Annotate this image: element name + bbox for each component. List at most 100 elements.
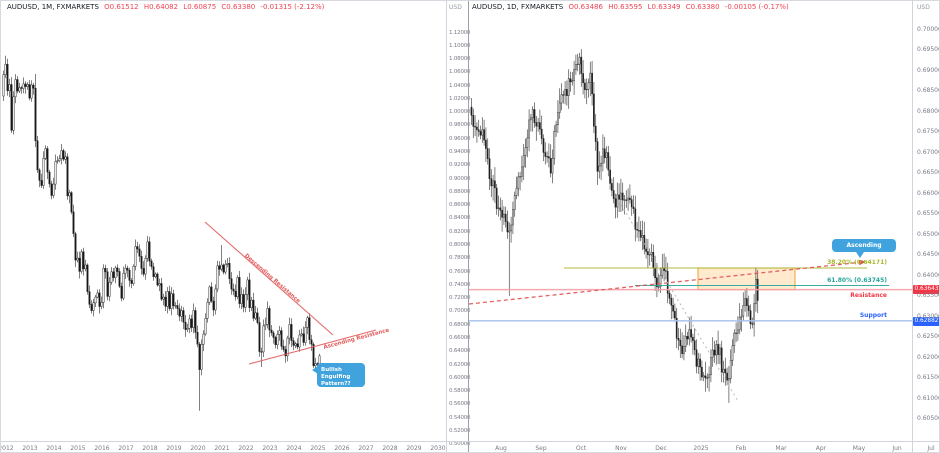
bullish-engulfing-callout[interactable]: Bullish Engulfing Pattern?? (312, 363, 365, 387)
price-tick: 0.64500 (917, 251, 940, 258)
time-tick: Mar (775, 445, 787, 452)
time-tick: 2017 (118, 445, 134, 452)
callout-text: Ascending Resistance (845, 242, 883, 262)
price-tick: 0.64000 (449, 348, 471, 355)
price-tick: 1.06000 (449, 69, 471, 76)
time-tick: 2023 (262, 445, 278, 452)
support-label: Support (859, 312, 887, 319)
time-tick: Aug (495, 445, 507, 452)
price-tick: 1.02000 (449, 95, 471, 102)
support-price-badge: 0.62882 (913, 316, 939, 326)
price-tick: 0.76000 (449, 268, 471, 275)
price-tick: 0.86000 (449, 202, 471, 209)
price-tick: 0.56000 (449, 401, 471, 408)
time-tick: 2027 (358, 445, 374, 452)
time-tick: Apr (815, 445, 827, 452)
price-tick: 0.96000 (449, 135, 471, 142)
price-tick: 0.88000 (449, 188, 471, 195)
time-tick: 2030 (430, 445, 446, 452)
price-tick: 0.52000 (449, 427, 471, 434)
close-value: C0.63380 (685, 3, 720, 11)
time-tick: 2022 (238, 445, 254, 452)
price-tick: 0.72000 (449, 295, 471, 302)
time-tick: 2019 (166, 445, 182, 452)
price-tick: 0.62500 (917, 333, 940, 340)
price-tick: 0.62000 (449, 361, 471, 368)
time-tick: 2020 (190, 445, 206, 452)
fib-382-label: 38.20% (0.64171) (827, 259, 887, 266)
price-tick: 0.63500 (917, 292, 940, 299)
open-value: O0.61512 (104, 3, 139, 11)
price-tick: 0.54000 (449, 414, 471, 421)
time-tick: Nov (615, 445, 627, 452)
change-value: -0.01315 (-2.12%) (260, 3, 325, 11)
price-tick: 0.70000 (917, 25, 940, 33)
price-axis-divider-right (912, 1, 913, 452)
price-tick: 0.50000 (449, 441, 471, 448)
daily-chart-legend[interactable]: AUDUSD, 1D, FXMARKETS O0.63486 H0.63595 … (472, 3, 789, 12)
price-tick: 0.63000 (917, 312, 940, 320)
high-value: H0.64082 (143, 3, 179, 11)
change-value: -0.00105 (-0.17%) (724, 3, 789, 11)
price-tick: 0.67000 (917, 148, 940, 156)
time-axis-divider (1, 441, 939, 442)
time-tick: 2025 (310, 445, 326, 452)
callout-pointer (856, 252, 864, 258)
time-tick: 2014 (46, 445, 62, 452)
time-tick: Oct (575, 445, 587, 452)
panel-separator[interactable] (468, 1, 469, 452)
price-tick: 0.61500 (917, 374, 940, 381)
time-tick: 2012 (1, 445, 14, 452)
price-tick: 0.69000 (917, 66, 940, 74)
callout-pointer (312, 366, 318, 374)
daily-chart-canvas[interactable] (1, 1, 940, 442)
price-tick: 0.78000 (449, 255, 471, 262)
open-value: O0.63486 (568, 3, 603, 11)
time-tick: 2029 (406, 445, 422, 452)
price-tick: 0.60000 (449, 374, 471, 381)
time-tick: 2028 (382, 445, 398, 452)
price-tick: 0.66500 (917, 169, 940, 176)
price-tick: 0.65000 (917, 230, 940, 238)
time-tick: Dec (655, 445, 667, 452)
price-tick: 0.98000 (449, 122, 471, 129)
time-tick: 2018 (142, 445, 158, 452)
price-tick: 0.70000 (449, 308, 471, 315)
resistance-price-badge: 0.63643 (913, 285, 939, 294)
price-tick: 0.90000 (449, 175, 471, 182)
time-tick: 2021 (214, 445, 230, 452)
callout-text-line2: Pattern?? (321, 381, 351, 387)
price-tick: 0.64000 (917, 271, 940, 279)
close-value: C0.63380 (221, 3, 256, 11)
ascending-resistance-callout[interactable]: Ascending Resistance (832, 239, 896, 262)
time-tick: 2015 (70, 445, 86, 452)
time-tick: Jun (892, 445, 902, 452)
price-tick: 0.92000 (449, 162, 471, 169)
time-tick: 2024 (286, 445, 302, 452)
price-tick: 0.68500 (917, 87, 940, 94)
high-value: H0.63595 (608, 3, 643, 11)
time-tick: Jul (927, 445, 935, 452)
time-tick: 2016 (94, 445, 110, 452)
monthly-chart-legend[interactable]: AUDUSD, 1M, FXMARKETS O0.61512 H0.64082 … (7, 3, 324, 12)
price-tick: 0.68000 (449, 321, 471, 328)
price-tick: 0.94000 (449, 149, 471, 156)
price-tick: 1.12000 (449, 29, 471, 36)
price-tick: 0.66000 (449, 334, 471, 341)
time-tick: 2025 (693, 445, 709, 452)
price-tick: 0.58000 (449, 388, 471, 395)
price-tick: 0.67500 (917, 128, 940, 135)
price-tick: 0.60500 (917, 415, 940, 422)
time-tick: 2013 (22, 445, 38, 452)
time-tick: Sep (535, 445, 547, 452)
symbol-title: AUDUSD, 1D, FXMARKETS (472, 3, 564, 11)
resistance-label: Resistance (850, 291, 887, 299)
price-tick: 1.08000 (449, 56, 471, 63)
price-tick: 0.82000 (449, 228, 471, 235)
time-tick: 2026 (334, 445, 350, 452)
low-value: L0.63349 (647, 3, 681, 11)
price-tick: 1.00000 (449, 109, 471, 116)
monthly-chart-canvas[interactable] (1, 1, 447, 442)
time-tick: May (852, 445, 866, 452)
